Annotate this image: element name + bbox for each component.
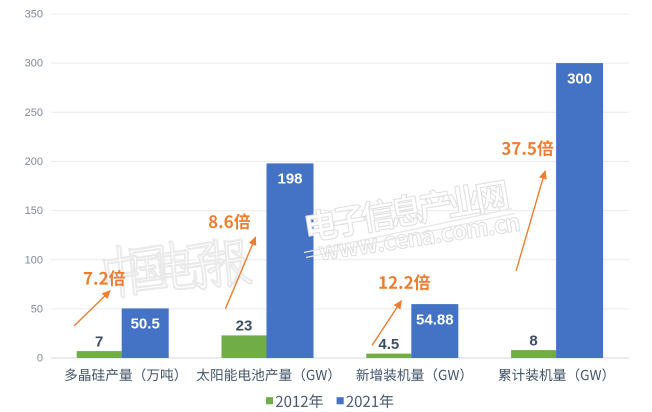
svg-text:350: 350 (25, 9, 43, 21)
svg-text:100: 100 (25, 254, 43, 266)
svg-text:0: 0 (37, 353, 43, 365)
svg-text:54.88: 54.88 (416, 311, 454, 328)
svg-text:8: 8 (529, 332, 537, 349)
svg-text:23: 23 (236, 318, 253, 335)
svg-text:300: 300 (567, 70, 592, 87)
svg-text:50.5: 50.5 (131, 316, 160, 333)
svg-text:150: 150 (25, 205, 43, 217)
svg-text:50: 50 (31, 304, 43, 316)
svg-text:300: 300 (25, 58, 43, 70)
svg-text:198: 198 (277, 171, 302, 188)
svg-text:200: 200 (25, 156, 43, 168)
svg-text:7: 7 (95, 333, 103, 350)
svg-text:250: 250 (25, 107, 43, 119)
svg-text:4.5: 4.5 (378, 336, 399, 353)
